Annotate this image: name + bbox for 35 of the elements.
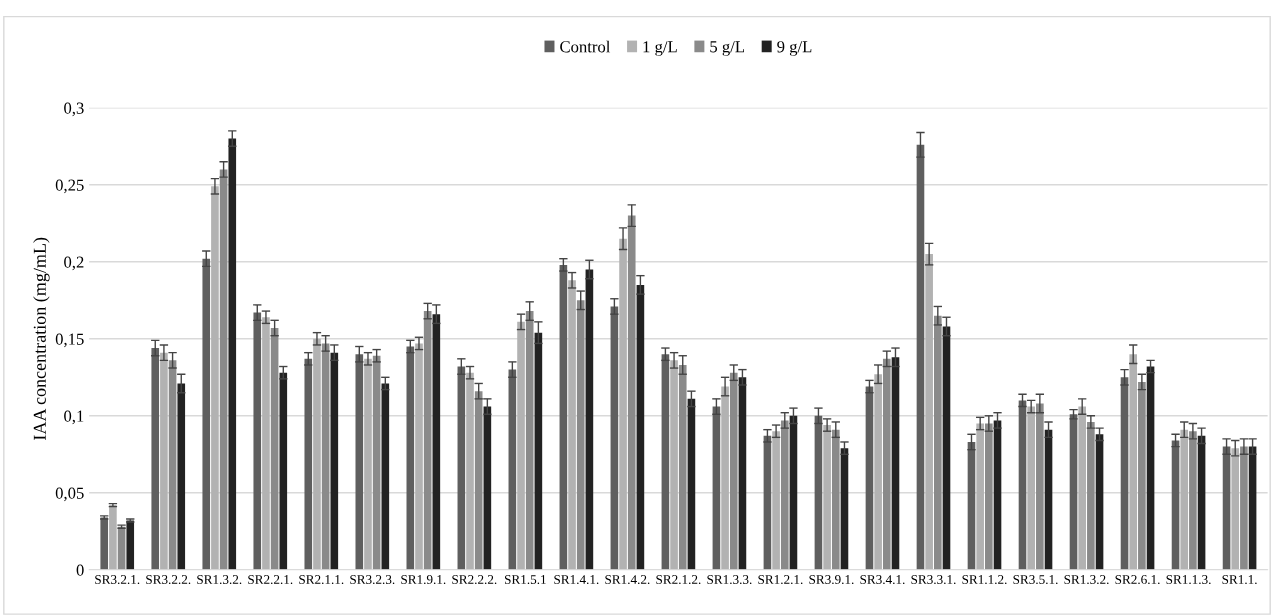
x-tick-label: SR1.1.2. [962, 575, 1007, 584]
y-tick-label: 0,1 [64, 410, 84, 425]
x-tick-label: SR2.6.1. [1115, 575, 1160, 584]
x-tick-label: SR3.2.1. [95, 575, 140, 584]
x-tick-label: SR1.3.2. [197, 575, 242, 584]
x-tick-label: SR1.4.2. [605, 575, 650, 584]
x-tick-label: SR3.4.1. [860, 575, 905, 584]
x-tick-label: SR2.2.1. [248, 575, 293, 584]
x-tick-label: SR3.5.1. [1013, 575, 1058, 584]
legend-label: 5 g/L [710, 41, 745, 56]
legend-label: Control [560, 40, 611, 53]
x-tick-label: SR1.3.2. [1064, 575, 1109, 584]
x-tick-label: SR1.1. [1222, 575, 1257, 584]
x-tick-label: SR1.9.1. [401, 575, 446, 584]
x-tick-label: SR3.9.1. [809, 575, 854, 584]
y-tick-label: 0,3 [64, 102, 84, 117]
x-tick-label: SR2.2.2. [452, 575, 497, 584]
x-tick-label: SR1.2.1. [758, 575, 803, 584]
x-tick-label: SR2.1.2. [656, 575, 701, 584]
x-tick-label: SR3.2.2. [146, 575, 191, 584]
y-axis-title: IAA concentration (mg/mL) [33, 237, 50, 440]
y-tick-label: 0,15 [55, 333, 84, 348]
y-tick-label: 0,05 [55, 487, 84, 502]
x-tick-label: SR3.3.1. [911, 575, 956, 584]
x-tick-label: SR1.4.1. [554, 575, 599, 584]
legend-label: 1 g/L [643, 41, 677, 56]
y-tick-label: 0 [76, 564, 84, 576]
y-tick-label: 0,25 [55, 179, 84, 194]
x-tick-label: SR1.5.1 [504, 575, 546, 584]
x-tick-label: SR2.1.1. [299, 575, 344, 584]
x-tick-label: SR3.2.3. [350, 575, 395, 584]
legend-label: 9 g/L [777, 41, 812, 56]
y-tick-label: 0,2 [64, 256, 84, 271]
x-tick-label: SR1.1.3. [1166, 575, 1211, 584]
x-tick-label: SR1.3.3. [707, 575, 752, 584]
